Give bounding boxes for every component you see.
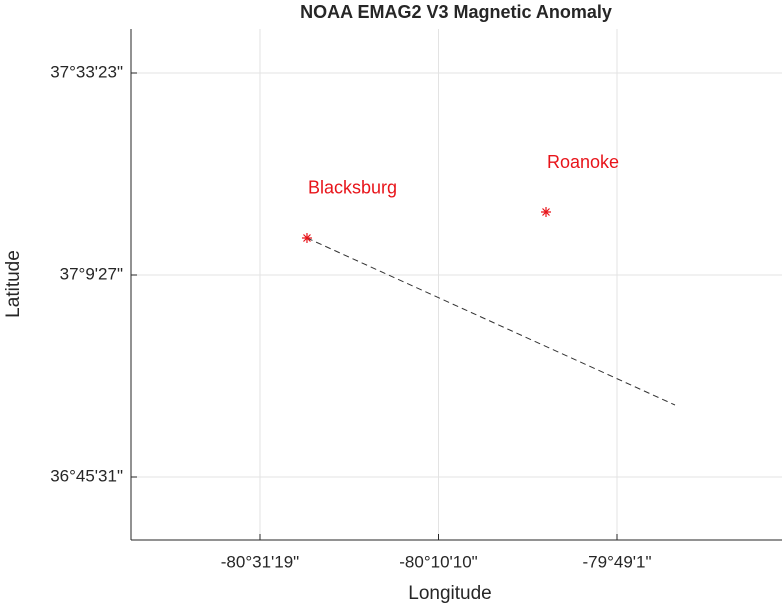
- x-tick-label: -80°10'10": [399, 552, 477, 571]
- y-axis-label: Latitude: [3, 250, 24, 318]
- y-tick-label: 36°45'31": [50, 466, 123, 485]
- track-line: [306, 237, 676, 406]
- point-label: Roanoke: [547, 152, 619, 172]
- chart-title: NOAA EMAG2 V3 Magnetic Anomaly: [300, 2, 612, 22]
- point-label: Blacksburg: [308, 178, 397, 198]
- x-axis-label: Longitude: [408, 583, 491, 604]
- y-tick-label: 37°33'23": [50, 62, 123, 81]
- point-marker: [541, 207, 552, 218]
- y-tick-label: 37°9'27": [60, 264, 123, 283]
- point-marker: [301, 232, 312, 243]
- x-tick-label: -80°31'19": [221, 552, 299, 571]
- x-tick-label: -79°49'1": [583, 552, 652, 571]
